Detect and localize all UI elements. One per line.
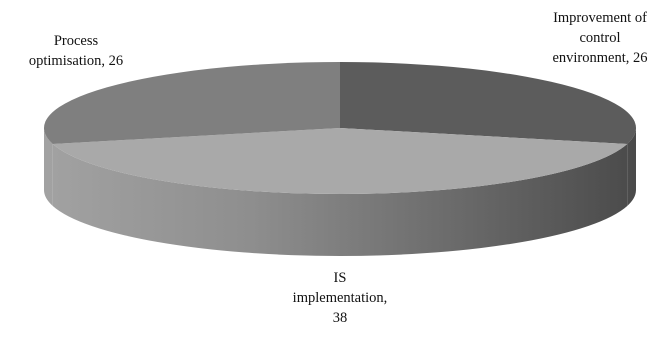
pie-slice-improvement-of-control-environment	[340, 62, 636, 144]
pie-side-is-implementation	[52, 143, 628, 256]
data-label-line: Process	[54, 33, 99, 49]
pie-slice-process-optimisation	[43, 62, 340, 144]
data-label-line: 38	[333, 310, 348, 326]
data-label-line: Improvement of	[553, 10, 647, 26]
data-label-line: control	[579, 30, 620, 46]
data-label-line: optimisation, 26	[29, 53, 123, 69]
pie-labels: Improvement of control environment, 26 IS im…	[29, 10, 648, 326]
pie-side-improvement-of-control-environment	[627, 128, 636, 206]
data-label-line: implementation,	[293, 290, 388, 306]
pie-slice-is-implementation	[52, 128, 628, 195]
data-label-is-implementation: IS implementation, 38	[293, 270, 388, 326]
data-label-line: IS	[334, 270, 347, 286]
pie-side-process-optimisation	[44, 128, 53, 206]
pie-top-faces	[43, 62, 636, 195]
data-label-improvement-of-control-environment: Improvement of control environment, 26	[552, 10, 647, 66]
data-label-line: environment, 26	[552, 50, 647, 66]
data-label-process-optimisation: Process optimisation, 26	[29, 33, 123, 69]
pie-sides	[44, 128, 636, 256]
